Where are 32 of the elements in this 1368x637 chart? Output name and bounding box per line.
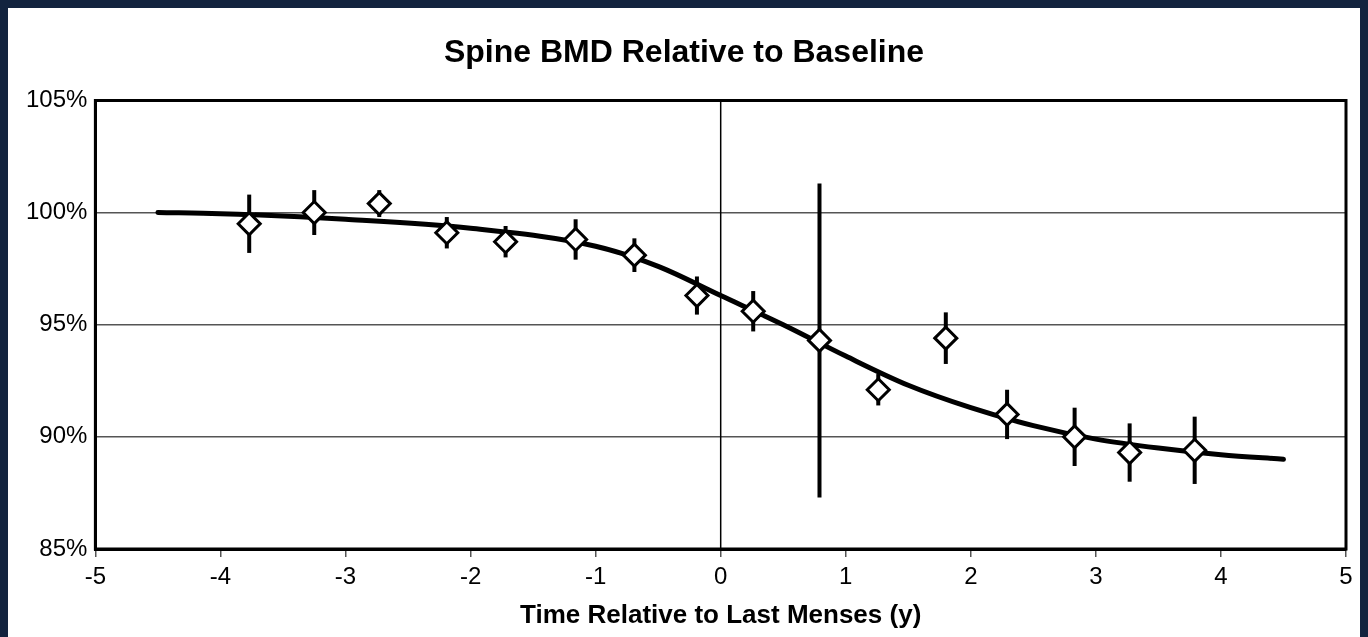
x-tick-label: -5 — [84, 562, 107, 590]
x-tick-label: -2 — [459, 562, 482, 590]
y-tick-label: 85% — [39, 533, 88, 561]
y-tick-label: 105% — [25, 85, 88, 113]
x-tick-label: 0 — [714, 562, 728, 590]
point — [806, 327, 832, 353]
point — [865, 377, 891, 403]
x-tick-label: -3 — [334, 562, 357, 590]
chart-title: Spine BMD Relative to Baseline — [443, 33, 925, 70]
x-tick-label: 4 — [1214, 562, 1228, 590]
x-tick-label: 1 — [839, 562, 853, 590]
x-tick-label: 3 — [1089, 562, 1103, 590]
x-axis-title: Time Relative to Last Menses (y) — [520, 598, 922, 629]
x-tick-label: 2 — [964, 562, 978, 590]
x-tick-label: -1 — [584, 562, 607, 590]
point — [621, 242, 647, 268]
point — [994, 401, 1020, 427]
point — [933, 325, 959, 351]
point — [1182, 437, 1208, 463]
point — [684, 283, 710, 309]
point — [563, 226, 589, 252]
point — [740, 298, 766, 324]
point — [1062, 424, 1088, 450]
point — [366, 191, 392, 217]
y-tick-label: 90% — [39, 421, 88, 449]
x-tick-label: 5 — [1339, 562, 1353, 590]
point — [1117, 440, 1143, 466]
y-tick-label: 100% — [25, 197, 88, 225]
point — [301, 200, 327, 226]
point — [434, 220, 460, 246]
y-tick-label: 95% — [39, 309, 88, 337]
x-tick-label: -4 — [209, 562, 232, 590]
